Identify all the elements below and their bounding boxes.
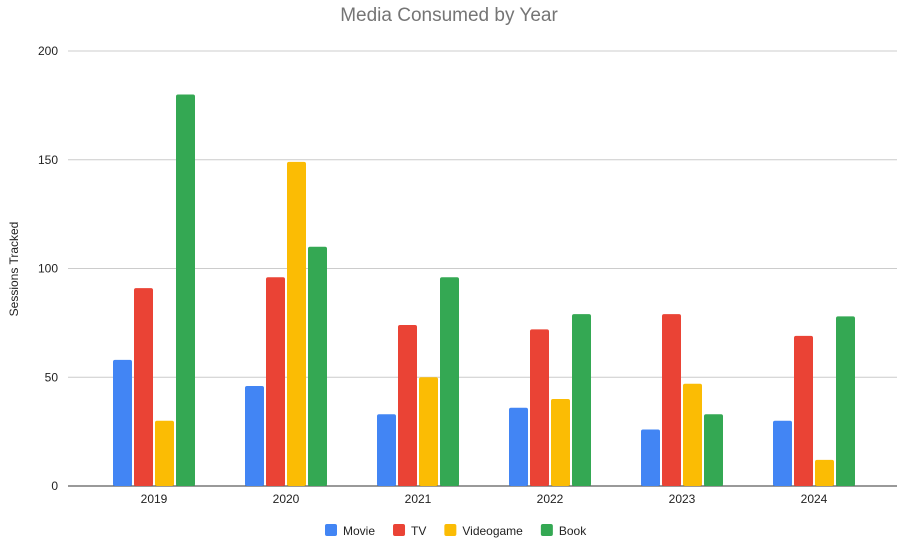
x-tick-label: 2023 [669,492,696,506]
legend-label-videogame: Videogame [462,524,523,538]
bar-videogame-2020 [287,161,306,487]
bar-book-2019 [176,94,195,486]
bar-movie-2020 [245,385,264,486]
legend-label-movie: Movie [343,524,375,538]
bar-book-2023 [704,414,723,486]
x-tick-label: 2022 [537,492,564,506]
bar-book-2024 [836,316,855,486]
y-axis-label: Sessions Tracked [7,222,21,317]
y-tick-label: 200 [38,44,58,58]
legend-swatch-movie [325,524,337,536]
bar-book-2020 [308,246,327,486]
bar-tv-2022 [530,329,549,486]
y-tick-label: 150 [38,153,58,167]
bar-tv-2020 [266,277,285,486]
legend-swatch-videogame [444,524,457,536]
bar-movie-2021 [377,414,396,486]
y-tick-label: 100 [38,262,58,276]
x-tick-label: 2024 [801,492,828,506]
legend-label-book: Book [559,524,587,538]
legend-swatch-book [540,524,553,536]
bar-movie-2019 [113,359,132,486]
y-tick-label: 50 [45,370,59,384]
bar-tv-2021 [398,325,417,486]
x-tick-label: 2019 [141,492,168,506]
x-tick-label: 2021 [405,492,432,506]
bar-movie-2024 [773,420,792,486]
bar-videogame-2023 [683,383,702,486]
legend-swatch-tv [393,524,406,536]
bar-videogame-2021 [419,377,438,486]
chart-title: Media Consumed by Year [340,5,558,26]
bar-tv-2024 [794,335,813,486]
bar-book-2021 [440,277,459,486]
bar-book-2022 [572,314,591,486]
bar-tv-2019 [134,288,153,486]
bar-tv-2023 [662,314,681,486]
bar-movie-2023 [641,429,660,486]
bar-videogame-2019 [155,420,174,486]
y-tick-label: 0 [51,479,58,493]
x-tick-label: 2020 [273,492,300,506]
bar-movie-2022 [509,407,528,486]
legend-label-tv: TV [411,524,426,538]
bar-videogame-2024 [815,459,834,486]
bar-videogame-2022 [551,399,570,486]
